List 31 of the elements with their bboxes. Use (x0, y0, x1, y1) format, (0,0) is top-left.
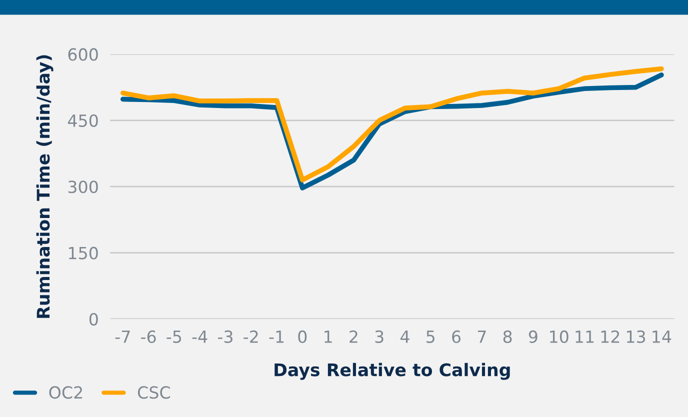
x-tick-label: -2 (244, 330, 258, 343)
x-tick-label: 0 (298, 330, 307, 344)
x-tick-label: 7 (478, 330, 486, 343)
x-tick-label: -6 (141, 330, 156, 344)
y-axis-title: Rumination Time (min/day) (36, 55, 54, 318)
legend-label: CSC (138, 386, 170, 399)
legend-label: OC2 (49, 386, 82, 399)
x-tick-label: -3 (218, 330, 232, 344)
y-tick-label: 600 (68, 48, 98, 61)
x-tick-label: 2 (350, 330, 358, 343)
x-tick-label: 6 (452, 330, 461, 344)
x-tick-label: 4 (400, 330, 410, 343)
y-tick-label: 0 (89, 312, 98, 326)
x-tick-label: 13 (627, 330, 646, 344)
y-tick-label: 300 (68, 180, 98, 194)
x-tick-label: 12 (601, 330, 620, 343)
x-tick-label: 1 (324, 330, 332, 343)
y-tick-label: 450 (68, 114, 98, 127)
x-tick-label: -1 (269, 330, 284, 343)
x-tick-label: 14 (652, 330, 672, 343)
x-tick-label: 11 (576, 330, 594, 343)
x-tick-label: 5 (426, 330, 434, 344)
x-tick-label: -7 (115, 330, 130, 343)
x-tick-label: 10 (550, 330, 568, 344)
x-axis-title: Days Relative to Calving (274, 362, 510, 380)
x-tick-label: 9 (528, 330, 538, 344)
x-tick-label: 3 (375, 330, 384, 344)
x-tick-label: -4 (192, 330, 208, 343)
x-tick-label: -5 (166, 330, 182, 344)
x-tick-label: 8 (503, 330, 512, 344)
y-tick-label: 150 (68, 246, 98, 260)
